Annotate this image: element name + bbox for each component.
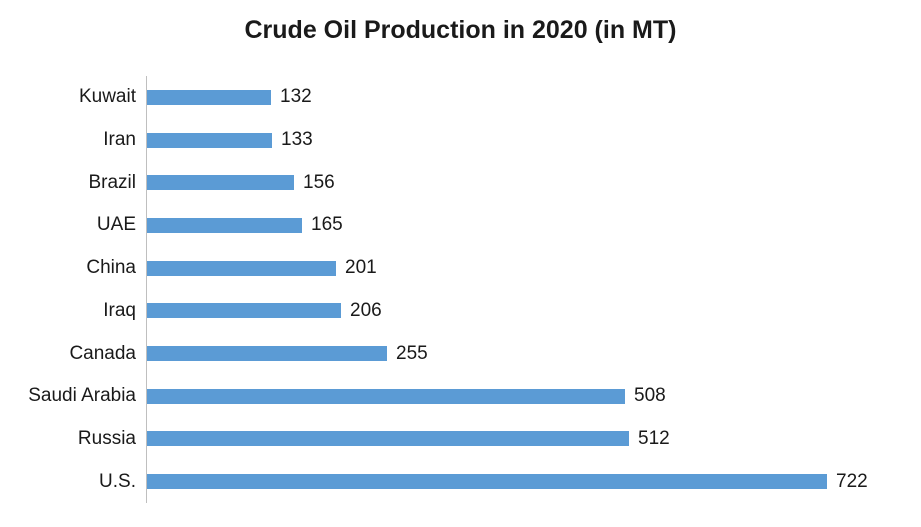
bar xyxy=(147,89,271,105)
chart-row: Russia 512 xyxy=(0,418,921,461)
chart-title: Crude Oil Production in 2020 (in MT) xyxy=(244,16,677,44)
bar xyxy=(147,217,302,233)
category-label: Brazil xyxy=(88,171,136,193)
value-label: 512 xyxy=(638,427,670,449)
bar xyxy=(147,388,625,404)
bar xyxy=(147,474,827,490)
category-label: Iraq xyxy=(103,299,136,321)
bar xyxy=(147,431,629,447)
value-label: 255 xyxy=(396,342,428,364)
bar xyxy=(147,260,336,276)
bar xyxy=(147,132,272,148)
value-label: 133 xyxy=(281,129,313,151)
bar xyxy=(147,175,294,191)
chart-row: Canada 255 xyxy=(0,332,921,375)
category-label: U.S. xyxy=(99,470,136,492)
value-label: 132 xyxy=(280,86,312,108)
category-label: Saudi Arabia xyxy=(28,385,136,407)
category-axis-line xyxy=(146,76,147,503)
value-label: 722 xyxy=(836,470,868,492)
chart-row: U.S. 722 xyxy=(0,460,921,503)
chart-row: Kuwait 132 xyxy=(0,76,921,119)
category-label: Kuwait xyxy=(78,86,136,108)
chart-row: Saudi Arabia 508 xyxy=(0,375,921,418)
chart-row: Iraq 206 xyxy=(0,290,921,333)
category-label: Canada xyxy=(69,342,136,364)
bar xyxy=(147,303,341,319)
value-label: 156 xyxy=(303,171,335,193)
category-label: Iran xyxy=(103,129,136,151)
category-label: UAE xyxy=(96,214,136,236)
chart-row: China 201 xyxy=(0,247,921,290)
bar xyxy=(147,346,387,362)
chart-row: Brazil 156 xyxy=(0,161,921,204)
value-label: 206 xyxy=(350,299,382,321)
category-label: Russia xyxy=(77,427,136,449)
value-label: 508 xyxy=(634,385,666,407)
category-label: China xyxy=(86,257,136,279)
chart-row: Iran 133 xyxy=(0,119,921,162)
plot-area: Kuwait 132 Iran 133 Brazil 156 UAE 165 China 201 I… xyxy=(0,76,921,503)
chart-row: UAE 165 xyxy=(0,204,921,247)
value-label: 165 xyxy=(311,214,343,236)
value-label: 201 xyxy=(345,257,377,279)
